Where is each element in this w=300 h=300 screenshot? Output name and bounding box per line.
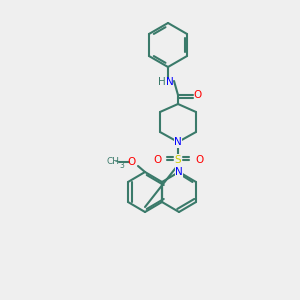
Text: CH: CH: [106, 157, 119, 166]
Text: N: N: [166, 77, 174, 87]
Text: O: O: [153, 155, 161, 165]
Text: O: O: [195, 155, 203, 165]
Text: O: O: [194, 90, 202, 100]
Text: N: N: [174, 137, 182, 147]
Text: 3: 3: [119, 160, 124, 169]
Text: H: H: [158, 77, 166, 87]
Text: O: O: [127, 157, 135, 167]
Text: S: S: [175, 155, 181, 165]
Text: —: —: [115, 158, 123, 166]
Text: N: N: [175, 167, 183, 177]
